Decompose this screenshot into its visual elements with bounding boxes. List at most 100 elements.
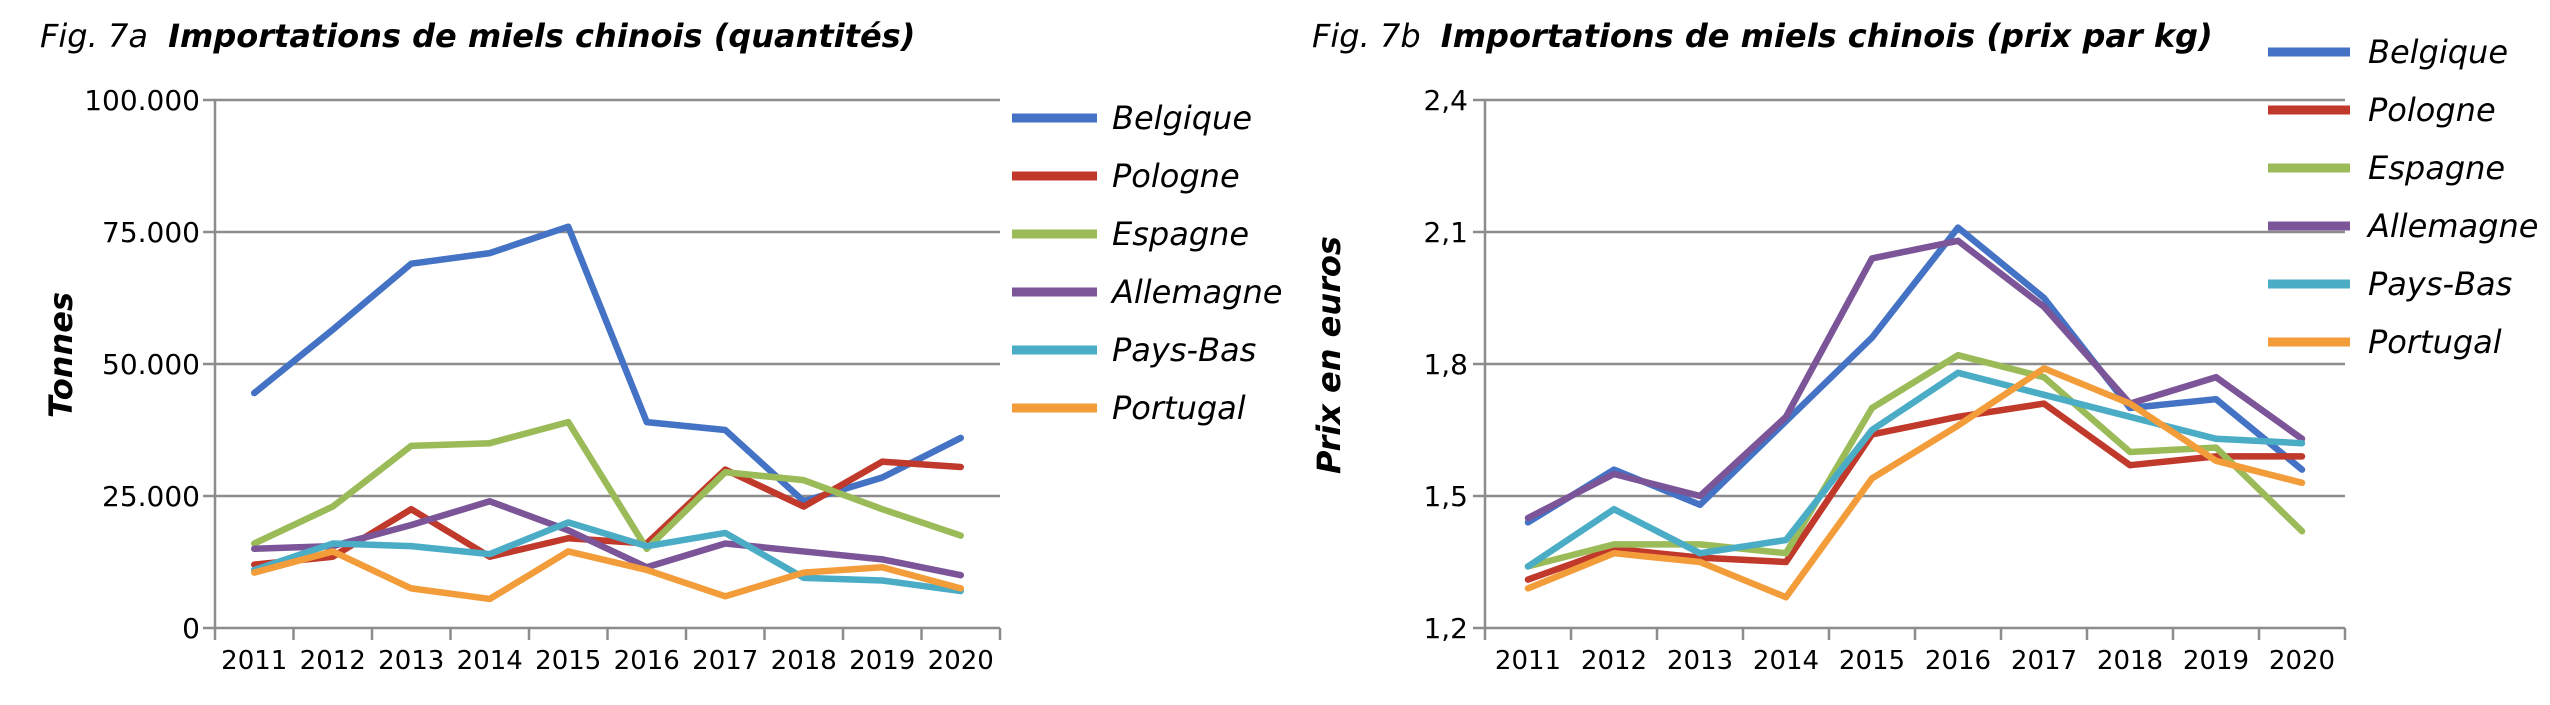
chart2-point-belgique (1869, 334, 1875, 341)
chart1-series-line-allemagne (251, 498, 964, 579)
chart2-point-belgique (1525, 519, 1531, 526)
chart1-y-tick-label: 25.000 (102, 480, 200, 513)
chart2-point-portugal (1611, 550, 1617, 557)
chart2-point-espagne (2299, 528, 2305, 535)
chart1-point-pologne (879, 458, 886, 465)
chart1-x-tick-label: 2019 (849, 646, 915, 676)
chart2-point-portugal (2299, 479, 2305, 486)
chart1-title: Fig. 7a Importations de miels chinois (q… (40, 17, 915, 55)
chart2-series-line-allemagne (1524, 237, 2306, 522)
chart2-point-pays-bas (1955, 369, 1961, 376)
chart1-point-belgique (957, 434, 964, 441)
chart1-y-tick-label: 100.000 (84, 84, 200, 117)
chart1-point-pologne (957, 463, 964, 470)
chart2-point-espagne (1955, 352, 1961, 359)
chart2-point-pays-bas (2299, 440, 2305, 447)
chart1-series-line-portugal (251, 548, 964, 603)
chart2-point-espagne (1783, 550, 1789, 557)
chart1-point-belgique (879, 474, 886, 481)
chart1-point-espagne (800, 477, 807, 484)
chart2-title: Fig. 7b Importations de miels chinois (p… (1312, 17, 2213, 55)
chart2-point-portugal (1697, 559, 1703, 565)
chart2-point-espagne (2041, 374, 2047, 381)
chart1-point-belgique (722, 427, 729, 433)
chart1-x-tick-label: 2011 (221, 646, 287, 676)
chart1-y-tick-label: 50.000 (102, 348, 200, 381)
chart1-point-belgique (565, 223, 572, 230)
chart1-point-portugal (879, 564, 886, 571)
chart1-point-pologne (408, 506, 415, 513)
chart2-series-line-portugal (1524, 365, 2306, 601)
chart2-series-line-pologne (1524, 400, 2306, 583)
chart1-point-allemagne (565, 527, 572, 534)
chart2-point-allemagne (2041, 303, 2047, 310)
chart2-x-tick-label: 2017 (2011, 646, 2077, 676)
chart1-point-espagne (329, 503, 336, 510)
chart2-point-pologne (2299, 453, 2305, 460)
chart1-title-prefix: Fig. 7a (40, 17, 148, 55)
chart2-plot: 1,2 1,5 1,8 2,1 2,4 2011 2012 2013 2014 2015 2016 2… (1423, 84, 2347, 676)
chart1-legend-label-portugal: Portugal (1112, 389, 1246, 427)
chart2-x-tick-label: 2016 (1925, 646, 1991, 676)
chart2-x-tick-label: 2015 (1839, 646, 1905, 676)
chart1-point-pays-bas (879, 577, 886, 584)
chart1-x-tick-label: 2014 (457, 646, 523, 676)
chart1-point-allemagne (251, 545, 258, 552)
chart2-title-prefix: Fig. 7b (1312, 17, 1421, 55)
chart2-point-allemagne (1697, 493, 1703, 499)
chart1-legend: Belgique Pologne Espagne Allemagne Pays-Bas P… (1012, 99, 1282, 427)
chart1-legend-label-pays-bas: Pays-Bas (1112, 331, 1256, 369)
chart1-point-espagne (486, 440, 493, 447)
chart1-point-espagne (251, 540, 258, 547)
chart1-point-belgique (643, 419, 650, 426)
chart1-point-pays-bas (565, 519, 572, 526)
chart2-legend-label-espagne: Espagne (2368, 149, 2505, 187)
chart1-point-allemagne (486, 498, 493, 505)
chart2-point-pologne (1955, 413, 1961, 420)
chart2-y-tick-label: 2,4 (1423, 84, 1468, 117)
chart1-point-portugal (957, 585, 964, 592)
chart2-point-pologne (1525, 576, 1531, 583)
chart2-point-portugal (1955, 422, 1961, 429)
chart1-point-pologne (800, 503, 807, 510)
chart1-point-allemagne (408, 522, 415, 529)
chart1-point-allemagne (800, 548, 807, 555)
chart1-point-pays-bas (329, 540, 336, 547)
chart1-series-line-pays-bas (251, 519, 964, 595)
chart2-point-pays-bas (2127, 413, 2133, 420)
chart1-legend-label-allemagne: Allemagne (1110, 273, 1282, 311)
chart1-x-tick-label: 2015 (535, 646, 601, 676)
chart2-point-pays-bas (1697, 550, 1703, 557)
chart2-point-belgique (2213, 396, 2219, 403)
chart1-legend-label-pologne: Pologne (1112, 157, 1240, 195)
chart2-point-espagne (1697, 541, 1703, 548)
chart2-point-pologne (1783, 559, 1789, 565)
chart1-point-espagne (408, 442, 415, 449)
chart1-x-tick-label: 2017 (692, 646, 758, 676)
chart2-point-belgique (2299, 466, 2305, 473)
chart2-point-portugal (2041, 365, 2047, 372)
chart2-x-tick-label: 2020 (2269, 646, 2335, 676)
chart2-point-portugal (2127, 400, 2133, 407)
chart2-point-espagne (1869, 405, 1875, 411)
chart1-point-portugal (329, 548, 336, 555)
chart2-point-espagne (1611, 541, 1617, 548)
chart1-x-tick-label: 2013 (378, 646, 444, 676)
chart2-point-portugal (1525, 585, 1531, 592)
chart1-point-espagne (879, 506, 886, 513)
chart2-point-espagne (2213, 444, 2219, 451)
chart2-series-line-pays-bas (1524, 369, 2306, 570)
chart1-point-pays-bas (408, 543, 415, 550)
chart1-x-tick-label: 2016 (614, 646, 680, 676)
chart2-x-tick-label: 2019 (2183, 646, 2249, 676)
chart2-point-allemagne (2213, 374, 2219, 381)
chart2-point-pays-bas (2213, 435, 2219, 442)
chart2-point-portugal (1869, 475, 1875, 482)
chart2-x-tick-label: 2011 (1495, 646, 1561, 676)
chart2-point-pologne (2127, 462, 2133, 469)
chart2-point-belgique (1697, 501, 1703, 508)
chart2-point-pays-bas (2041, 391, 2047, 398)
chart1-title-main: Importations de miels chinois (quantités… (168, 17, 915, 55)
chart2-x-tick-label: 2014 (1753, 646, 1819, 676)
